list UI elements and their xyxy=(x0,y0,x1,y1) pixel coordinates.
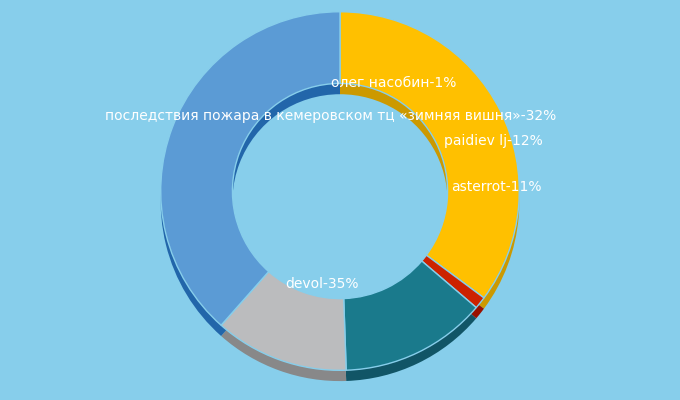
Text: paidiev lj-12%: paidiev lj-12% xyxy=(444,134,543,148)
Text: олег насобин-1%: олег насобин-1% xyxy=(331,76,456,90)
Text: devol-35%: devol-35% xyxy=(286,277,359,291)
Wedge shape xyxy=(340,22,520,309)
Wedge shape xyxy=(221,282,346,381)
Wedge shape xyxy=(343,272,476,381)
Wedge shape xyxy=(221,272,346,370)
Wedge shape xyxy=(340,12,520,298)
Wedge shape xyxy=(160,22,340,336)
Text: asterrot-11%: asterrot-11% xyxy=(451,180,542,194)
Wedge shape xyxy=(422,255,484,308)
Wedge shape xyxy=(343,261,476,370)
Wedge shape xyxy=(422,266,484,318)
Wedge shape xyxy=(160,12,340,325)
Text: последствия пожара в кемеровском тц «зимняя вишня»-32%: последствия пожара в кемеровском тц «зим… xyxy=(105,109,557,123)
